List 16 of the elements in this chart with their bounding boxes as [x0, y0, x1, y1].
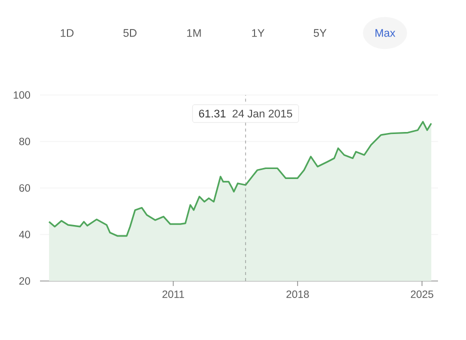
x-tick-label: 2018	[286, 290, 309, 298]
x-tick-label: 2025	[410, 290, 434, 298]
text: 1D	[60, 29, 74, 37]
y-tick-label: 60	[19, 184, 30, 192]
text: 1M	[187, 29, 201, 37]
y-tick-label: 20	[19, 277, 30, 285]
text: 5Y	[314, 29, 326, 37]
ref-line-label: 24 Jan 2015	[232, 110, 292, 118]
text: 1Y	[252, 29, 264, 37]
y-tick-label: 80	[19, 138, 30, 146]
text: Max	[376, 29, 396, 37]
annotation: 61.31	[199, 110, 226, 118]
x-tick-label: 2011	[162, 290, 184, 298]
text: 5D	[123, 29, 137, 37]
y-tick-label: 40	[19, 230, 30, 238]
y-tick-label: 100	[14, 91, 30, 99]
